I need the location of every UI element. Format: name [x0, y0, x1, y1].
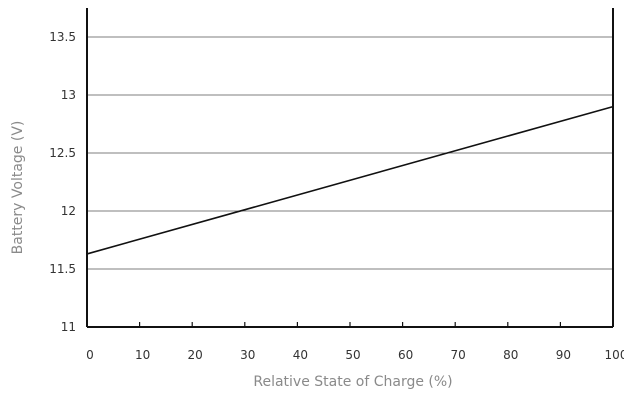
y-tick-label: 11: [61, 320, 76, 334]
series-layer: [86, 105, 614, 255]
x-tick-label: 40: [293, 348, 308, 362]
axes: [86, 8, 614, 328]
y-tick-label: 13.5: [49, 30, 76, 44]
y-tick-label: 12: [61, 204, 76, 218]
y-tick-label: 11.5: [49, 262, 76, 276]
x-tick-label: 20: [188, 348, 203, 362]
grid-lines: [87, 36, 613, 270]
series-line-0: [86, 105, 614, 255]
y-tick-label: 12.5: [49, 146, 76, 160]
x-tick-label: 0: [86, 348, 94, 362]
x-axis-title: Relative State of Charge (%): [253, 374, 452, 390]
y-axis-title: Battery Voltage (V): [10, 121, 26, 255]
x-tick-labels: 0 10 20 30 40 50 60 70 80 90 100: [86, 322, 624, 362]
y-tick-label: 13: [61, 88, 76, 102]
x-tick-label: 80: [503, 348, 518, 362]
x-tick-label: 90: [556, 348, 571, 362]
x-tick-label: 60: [398, 348, 413, 362]
x-tick-label: 10: [135, 348, 150, 362]
x-tick-label: 70: [451, 348, 466, 362]
x-tick-label: 50: [345, 348, 360, 362]
x-tick-label: 100: [605, 348, 624, 362]
y-tick-labels: 11 11.5 12 12.5 13 13.5: [49, 30, 76, 334]
x-tick-label: 30: [240, 348, 255, 362]
